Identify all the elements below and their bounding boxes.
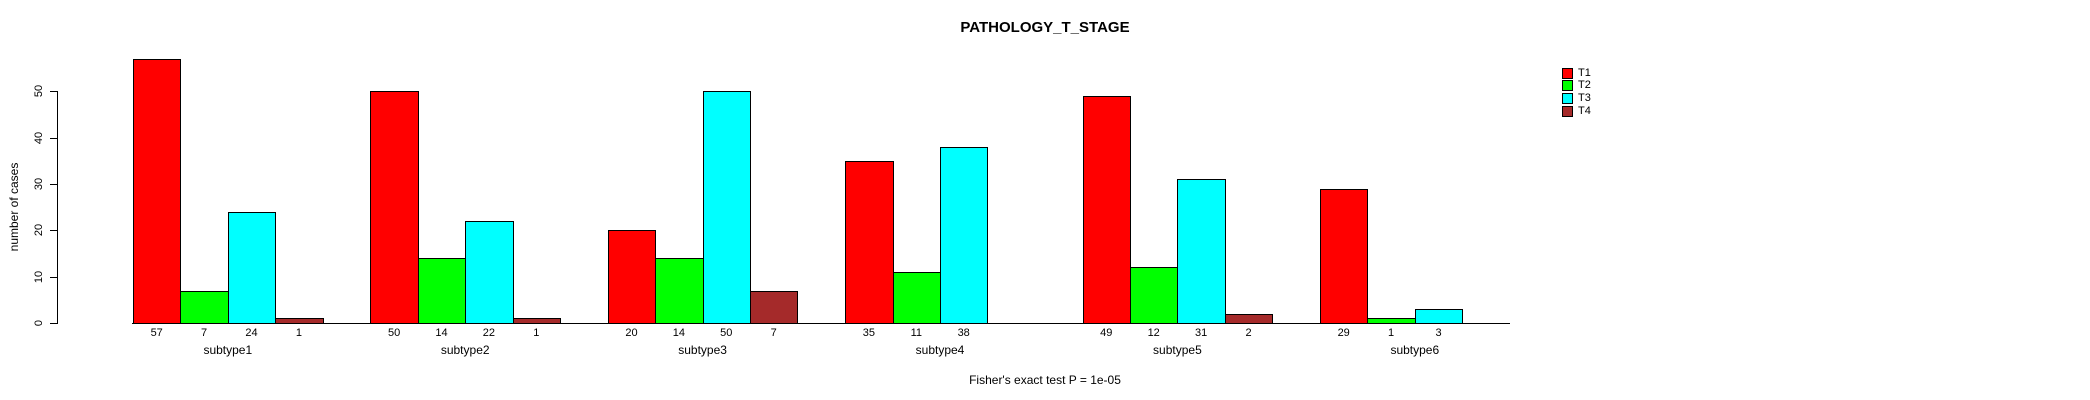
bar-value-label: 11	[910, 327, 923, 339]
category-label: subtype4	[915, 343, 965, 357]
y-tick-label: 10	[33, 270, 45, 283]
bar-subtype1-T3	[227, 212, 277, 324]
category-label: subtype5	[1153, 343, 1202, 357]
bar-value-label: 38	[957, 327, 970, 339]
legend-swatch	[1562, 105, 1573, 117]
y-axis-title: number of cases	[7, 162, 21, 252]
bar-value-label: 50	[387, 327, 401, 339]
bar-subtype6-T1	[1320, 189, 1369, 324]
bar-subtype1-T4	[275, 318, 324, 324]
y-tick	[50, 276, 57, 278]
y-tick	[50, 137, 57, 139]
legend-item-T3: T3	[1562, 92, 1591, 104]
bar-value-label: 1	[1388, 327, 1395, 339]
bar-value-label: 14	[435, 327, 448, 339]
bar-value-label: 24	[245, 327, 258, 339]
y-tick	[50, 230, 57, 232]
legend-label: T4	[1578, 104, 1591, 117]
legend-label: T3	[1578, 91, 1591, 104]
chart-title: PATHOLOGY_T_STAGE	[960, 19, 1130, 36]
bar-value-label: 57	[150, 327, 163, 339]
bar-subtype5-T2	[1130, 267, 1179, 324]
category-label: subtype6	[1390, 343, 1440, 357]
y-tick	[50, 184, 57, 186]
bar-value-label: 20	[625, 327, 638, 339]
bar-subtype4-T3	[940, 147, 989, 324]
bar-value-label: 14	[672, 327, 686, 339]
bar-value-label: 12	[1147, 327, 1160, 339]
bar-subtype2-T4	[512, 318, 561, 324]
y-tick-label: 20	[33, 224, 45, 237]
y-axis-line	[57, 91, 58, 324]
bar-subtype5-T1	[1082, 96, 1131, 324]
bar-subtype5-T3	[1177, 179, 1226, 324]
bar-subtype4-T2	[892, 272, 941, 324]
legend-swatch	[1562, 67, 1573, 79]
fisher-test-caption: Fisher's exact test P = 1e-05	[969, 373, 1121, 387]
bar-value-label: 35	[862, 327, 876, 339]
category-label: subtype3	[678, 343, 727, 357]
bar-value-label: 7	[770, 327, 777, 339]
bar-value-label: 29	[1337, 327, 1350, 339]
y-tick-label: 50	[33, 85, 45, 98]
bar-subtype3-T1	[607, 230, 657, 324]
bar-subtype1-T2	[180, 291, 229, 324]
bar-subtype6-T3	[1414, 309, 1464, 324]
y-tick	[50, 91, 57, 93]
bar-subtype2-T3	[465, 221, 514, 324]
legend-label: T2	[1578, 79, 1591, 92]
bar-subtype2-T2	[417, 258, 467, 324]
bar-value-label: 31	[1194, 327, 1208, 339]
bar-value-label: 1	[533, 327, 540, 339]
bar-subtype2-T1	[370, 91, 419, 324]
bar-value-label: 50	[720, 327, 733, 339]
y-tick-label: 40	[33, 131, 45, 144]
category-label: subtype1	[203, 343, 253, 357]
y-tick-label: 30	[33, 177, 45, 191]
bar-value-label: 1	[295, 327, 302, 339]
bar-subtype3-T2	[655, 258, 704, 324]
bar-value-label: 7	[201, 327, 208, 339]
y-tick-label: 0	[33, 319, 45, 327]
y-tick	[50, 323, 57, 324]
bar-subtype3-T4	[750, 291, 799, 324]
bar-subtype5-T4	[1224, 314, 1274, 324]
bar-subtype3-T3	[702, 91, 751, 324]
legend-item-T1: T1	[1562, 67, 1591, 79]
bar-value-label: 22	[482, 327, 496, 339]
bar-subtype6-T2	[1367, 318, 1416, 324]
x-baseline	[132, 323, 1510, 324]
legend-item-T4: T4	[1562, 105, 1591, 117]
bar-value-label: 3	[1435, 327, 1442, 339]
bar-value-label: 49	[1100, 327, 1113, 339]
bar-subtype4-T1	[845, 161, 894, 324]
category-label: subtype2	[440, 343, 490, 357]
legend-label: T1	[1578, 66, 1591, 79]
legend-swatch	[1562, 92, 1573, 104]
legend-item-T2: T2	[1562, 80, 1591, 92]
bar-subtype1-T1	[133, 59, 182, 324]
bar-value-label: 2	[1245, 327, 1252, 339]
legend-swatch	[1562, 80, 1573, 92]
